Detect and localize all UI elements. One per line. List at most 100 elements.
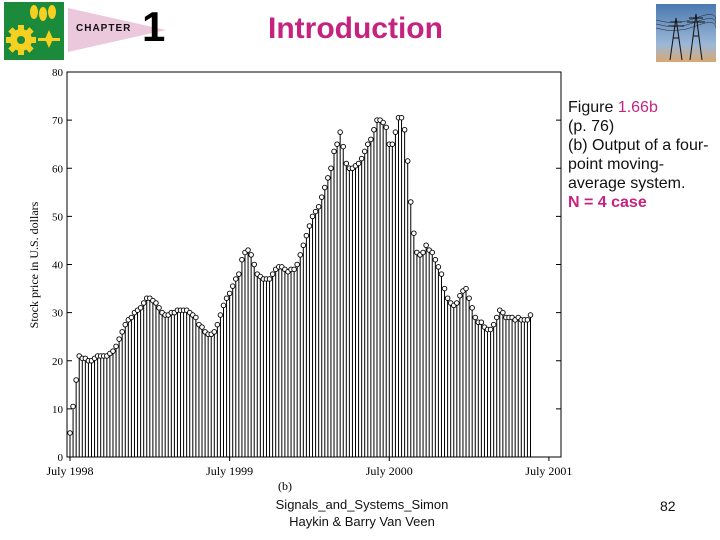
data-point [401,126,408,133]
data-point [383,124,389,131]
data-point [337,129,343,135]
source-line-1: Signals_and_Systems_Simon [275,497,449,512]
y-axis-label: Stock price in U.S. dollars [27,201,41,328]
chapter-number: 1 [142,3,166,50]
data-point [368,136,374,143]
data-point [322,184,328,191]
data-point [312,208,319,215]
data-point [343,160,350,167]
data-point [140,300,147,306]
data-point [361,148,368,155]
data-point [116,336,122,342]
data-point [524,317,531,323]
data-point [229,283,236,289]
y-tick-label: 60 [52,163,64,175]
data-point [73,377,79,383]
data-point [309,213,316,220]
plane-icon [38,30,60,48]
y-tick-label: 50 [52,211,64,223]
data-point [297,252,304,258]
data-point [303,232,310,239]
data-point [122,321,129,328]
y-tick-label: 20 [52,356,64,368]
data-point [199,324,205,330]
data-point [266,276,273,282]
data-point [233,276,239,282]
data-point [423,242,429,248]
data-point [318,194,325,200]
data-point [226,290,233,297]
data-point [454,300,460,306]
data-point [404,158,411,164]
data-point [334,141,340,147]
data-point [110,348,116,354]
data-point [355,160,362,167]
university-logo [4,2,64,60]
data-point [469,305,475,311]
data-point [358,155,365,162]
data-point [472,314,478,321]
x-tick-label: July 2000 [366,464,413,478]
data-point [500,309,506,316]
data-point [398,114,405,121]
data-point [408,199,414,205]
figure-caption: Figure 1.66b (p. 76) (b) Output of a fou… [568,98,714,212]
data-point [217,312,224,318]
data-point [527,312,534,318]
data-point [137,305,144,311]
data-point [153,300,159,306]
figure-word: Figure [568,99,614,116]
data-point [236,271,242,277]
data-point [438,271,445,277]
y-tick-label: 30 [52,308,64,320]
chapter-badge [68,8,166,52]
data-point [493,314,500,321]
pylon-icon [668,13,705,61]
data-point [193,314,199,321]
data-point [389,141,396,147]
data-point [380,119,386,126]
data-point [220,302,227,309]
data-point [392,129,399,135]
data-point [300,242,307,248]
data-point [239,256,245,263]
data-point [223,295,230,301]
data-point [457,293,463,299]
ticks-group: 0 10 20 30 40 50 60 70 80 July 1998 July 1999 July … [46,67,572,478]
data-point [340,143,346,150]
data-point [365,141,371,147]
data-point [248,252,254,258]
data-point [315,203,322,210]
data-point [432,256,439,263]
data-point [441,285,448,292]
y-tick-label: 10 [52,404,64,416]
data-point [328,165,334,171]
page-number: 82 [660,498,676,514]
data-point [269,271,276,277]
page-ref: (p. 76) [568,118,615,135]
y-tick-label: 80 [52,67,64,79]
data-point [325,175,331,181]
y-tick-label: 40 [52,260,64,272]
power-lines-photo [656,4,716,62]
figure-id: Figure 1.66b [568,98,714,117]
data-point [70,403,76,410]
data-point [128,314,135,321]
x-tick-label: July 1998 [46,464,93,478]
data-point [331,148,337,155]
page-title: Introduction [268,12,443,45]
data-point [294,261,300,268]
data-point [463,285,469,292]
data-point [420,249,426,256]
data-point [444,295,451,301]
data-point [490,321,497,328]
data-point [466,295,472,301]
figure-description: (b) Output of a four-point moving-averag… [568,137,709,192]
figure-number: 1.66b [617,99,658,116]
source-footer: Signals_and_Systems_Simon Haykin & Barry… [262,496,462,530]
data-point [214,321,221,328]
n-case-label: N = 4 case [568,194,647,211]
data-point [156,305,162,311]
data-point [478,319,485,326]
